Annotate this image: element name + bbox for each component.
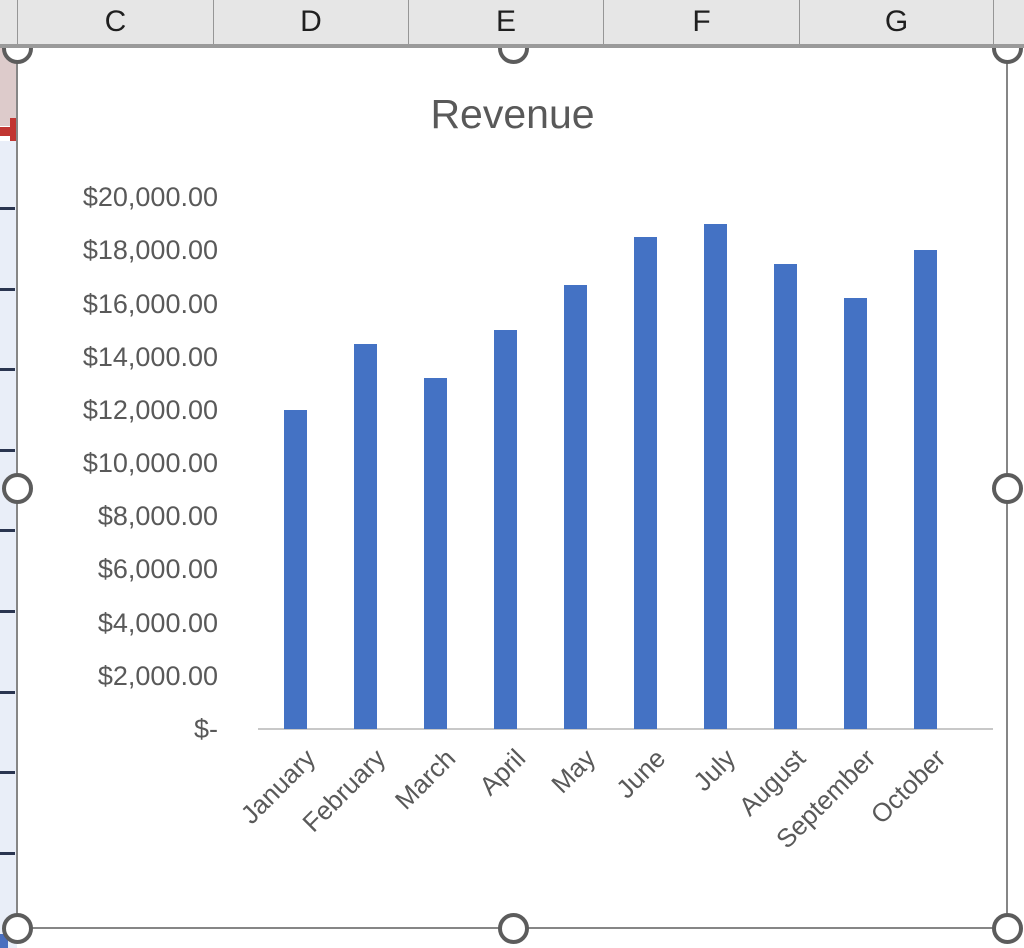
bar-may[interactable] bbox=[564, 285, 587, 729]
bar-september[interactable] bbox=[844, 298, 867, 729]
row-gridline-tick bbox=[0, 852, 15, 855]
y-tick-label[interactable]: $2,000.00 bbox=[97, 660, 218, 691]
bar-july[interactable] bbox=[704, 224, 727, 729]
y-tick-label[interactable]: $10,000.00 bbox=[82, 448, 218, 479]
bar-january[interactable] bbox=[284, 410, 307, 729]
column-header-C[interactable]: C bbox=[17, 0, 213, 44]
row-gridline-tick bbox=[0, 288, 15, 291]
bar-october[interactable] bbox=[914, 250, 937, 729]
range-border-red-dash bbox=[10, 118, 17, 141]
column-header-F[interactable]: F bbox=[603, 0, 799, 44]
bar-february[interactable] bbox=[354, 344, 377, 729]
y-tick-label[interactable]: $16,000.00 bbox=[82, 288, 218, 319]
bar-august[interactable] bbox=[774, 264, 797, 729]
bar-march[interactable] bbox=[424, 378, 447, 729]
y-tick-label[interactable]: $18,000.00 bbox=[82, 235, 218, 266]
column-header-G[interactable]: G bbox=[799, 0, 993, 44]
column-header-D[interactable]: D bbox=[213, 0, 408, 44]
selection-handle-bottom-right[interactable] bbox=[991, 912, 1023, 944]
row-gridline-tick bbox=[0, 207, 15, 210]
y-tick-label[interactable]: $6,000.00 bbox=[97, 554, 218, 585]
bar-april[interactable] bbox=[494, 330, 517, 729]
worksheet-rows-strip[interactable] bbox=[0, 141, 17, 948]
y-tick-label[interactable]: $- bbox=[193, 714, 218, 744]
x-axis-line bbox=[258, 728, 993, 730]
selection-handle-bottom-center[interactable] bbox=[497, 912, 529, 944]
column-header-partial[interactable] bbox=[0, 0, 17, 44]
bar-june[interactable] bbox=[634, 237, 657, 729]
y-tick-label[interactable]: $12,000.00 bbox=[82, 394, 218, 425]
chart-title[interactable]: Revenue bbox=[430, 91, 595, 137]
column-header-partial[interactable] bbox=[993, 0, 1024, 44]
selection-handle-mid-right[interactable] bbox=[991, 472, 1023, 504]
row-gridline-tick bbox=[0, 691, 15, 694]
row-gridline-tick bbox=[0, 529, 15, 532]
row-gridline-tick bbox=[0, 449, 15, 452]
selection-handle-mid-left[interactable] bbox=[1, 472, 33, 504]
row-gridline-tick bbox=[0, 368, 15, 371]
selection-handle-bottom-left[interactable] bbox=[1, 912, 33, 944]
row-gridline-tick bbox=[0, 610, 15, 613]
row-gridline-tick bbox=[0, 771, 15, 774]
y-tick-label[interactable]: $20,000.00 bbox=[82, 182, 218, 213]
y-tick-label[interactable]: $8,000.00 bbox=[97, 501, 218, 532]
range-border-red-dash bbox=[0, 127, 12, 136]
column-header-E[interactable]: E bbox=[408, 0, 603, 44]
selection-border-fragment bbox=[0, 934, 8, 948]
y-tick-label[interactable]: $4,000.00 bbox=[97, 607, 218, 638]
worksheet-cell-fill-pink[interactable] bbox=[0, 47, 17, 126]
y-tick-label[interactable]: $14,000.00 bbox=[82, 341, 218, 372]
